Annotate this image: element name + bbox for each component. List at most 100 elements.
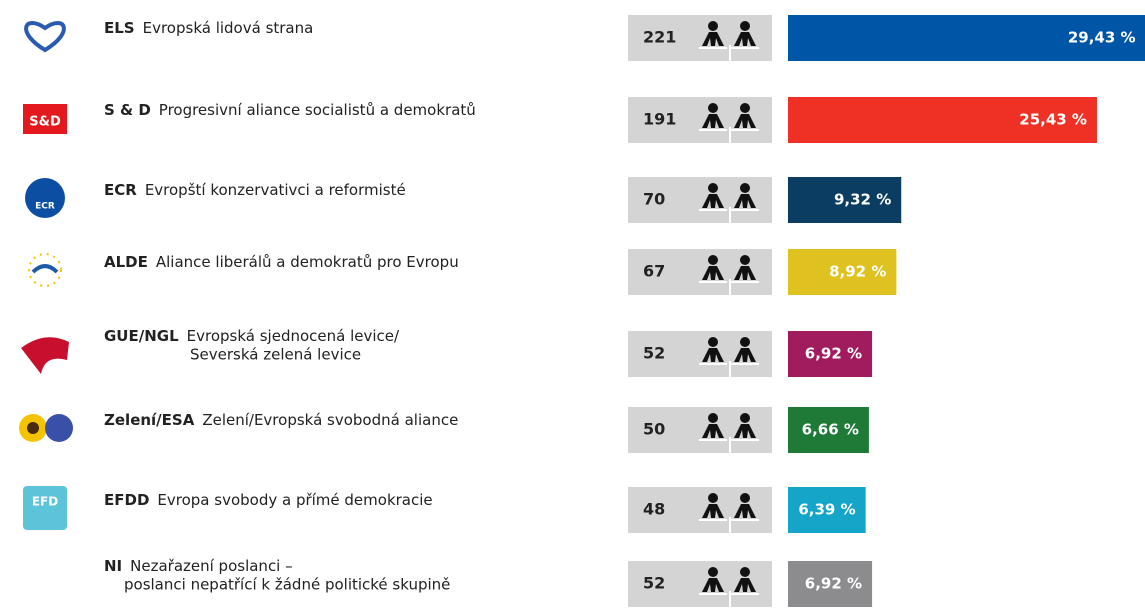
person-icon <box>699 255 727 283</box>
bar <box>788 331 873 377</box>
person-head <box>708 21 718 31</box>
group-abbr: ALDE <box>104 253 148 271</box>
person-head <box>708 493 718 503</box>
value-label: 6,39 % <box>798 501 855 519</box>
value-label: 8,92 % <box>829 263 886 281</box>
seat-count: 221 <box>643 28 676 47</box>
logo-ecr <box>25 178 65 218</box>
person-head <box>740 337 750 347</box>
group-abbr: NI <box>104 557 122 575</box>
bar <box>788 407 869 453</box>
person-body <box>734 504 756 518</box>
logo-efa <box>45 414 73 442</box>
bar <box>788 561 873 607</box>
logo-els <box>24 21 66 53</box>
group-abbr: S & D <box>104 101 151 119</box>
person-body <box>734 114 756 128</box>
logo-alde <box>28 253 62 287</box>
person-body <box>702 348 724 362</box>
logo-ecr-text: ECR <box>35 202 55 212</box>
person-head <box>740 255 750 265</box>
person-body <box>702 424 724 438</box>
person-body <box>702 32 724 46</box>
person-head <box>708 413 718 423</box>
bar <box>788 15 1145 61</box>
person-head <box>708 183 718 193</box>
person-icon <box>731 493 759 521</box>
person-head <box>708 103 718 113</box>
person-icon <box>699 183 727 211</box>
person-icon <box>699 493 727 521</box>
group-label: GUE/NGL Evropská sjednocená levice/ <box>104 327 400 345</box>
seat-count: 52 <box>643 344 665 363</box>
person-head <box>740 413 750 423</box>
bar <box>788 97 1097 143</box>
person-icon <box>731 255 759 283</box>
person-icon <box>731 567 759 595</box>
person-icon <box>699 103 727 131</box>
group-label: NI Nezařazení poslanci – <box>104 557 293 575</box>
person-icon <box>731 413 759 441</box>
value-label: 6,92 % <box>805 345 862 363</box>
person-body <box>702 266 724 280</box>
value-label: 9,32 % <box>834 191 891 209</box>
value-label: 6,66 % <box>802 421 859 439</box>
person-body <box>734 424 756 438</box>
group-name: Zelení/Evropská svobodná aliance <box>202 411 458 429</box>
seat-count: 67 <box>643 262 665 281</box>
group-name: Evropa svobody a přímé demokracie <box>157 491 432 509</box>
group-abbr: Zelení/ESA <box>104 411 195 429</box>
person-icon <box>731 21 759 49</box>
person-head <box>740 493 750 503</box>
person-head <box>740 567 750 577</box>
logo-alde-figure <box>31 264 59 274</box>
bar <box>788 249 897 295</box>
value-label: 25,43 % <box>1019 111 1087 129</box>
group-abbr: ECR <box>104 181 137 199</box>
person-body <box>734 578 756 592</box>
group-label: ECR Evropští konzervativci a reformisté <box>104 181 406 199</box>
group-name: Aliance liberálů a demokratů pro Evropu <box>156 253 459 271</box>
group-name: Evropští konzervativci a reformisté <box>145 181 406 199</box>
group-label: Zelení/ESA Zelení/Evropská svobodná alian… <box>104 411 458 429</box>
group-label: EFDD Evropa svobody a přímé demokracie <box>104 491 433 509</box>
person-body <box>734 32 756 46</box>
group-name-line: Severská zelená levice <box>190 346 361 364</box>
group-name-line: poslanci nepatřící k žádné politické sku… <box>124 576 450 594</box>
seat-count: 52 <box>643 574 665 593</box>
person-head <box>708 337 718 347</box>
seat-count: 48 <box>643 500 665 519</box>
bar <box>788 177 902 223</box>
logo-sd <box>23 104 67 134</box>
logo-greens-core <box>27 422 39 434</box>
person-head <box>708 567 718 577</box>
group-label: S & D Progresivní aliance socialistů a de… <box>104 101 476 119</box>
seat-count: 50 <box>643 420 665 439</box>
person-body <box>702 114 724 128</box>
person-body <box>702 504 724 518</box>
person-body <box>702 194 724 208</box>
person-icon <box>699 567 727 595</box>
person-icon <box>699 21 727 49</box>
seat-count: 191 <box>643 110 676 129</box>
person-body <box>734 194 756 208</box>
bar <box>788 487 866 533</box>
group-name: Evropská lidová strana <box>143 19 314 37</box>
group-name: Nezařazení poslanci – <box>130 557 292 575</box>
person-icon <box>699 413 727 441</box>
group-label: ALDE Aliance liberálů a demokratů pro Evr… <box>104 253 459 271</box>
person-head <box>708 255 718 265</box>
person-body <box>734 266 756 280</box>
person-icon <box>731 183 759 211</box>
person-body <box>702 578 724 592</box>
group-abbr: GUE/NGL <box>104 327 179 345</box>
person-head <box>740 183 750 193</box>
person-icon <box>699 337 727 365</box>
logo-sd-text: S&D <box>29 115 61 130</box>
value-label: 29,43 % <box>1068 29 1136 47</box>
logo-efd <box>23 486 67 530</box>
value-label: 6,92 % <box>805 575 862 593</box>
logo-efd-text: EFD <box>32 495 58 509</box>
logo-gue <box>21 337 69 374</box>
